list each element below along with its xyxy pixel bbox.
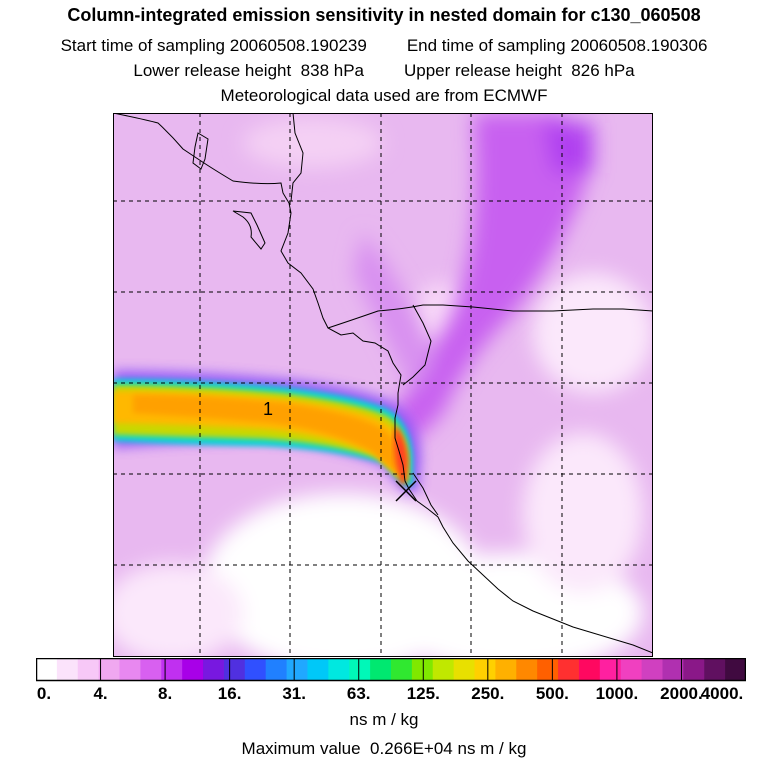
lower-height-label: Lower release height xyxy=(133,61,292,80)
coastlines xyxy=(113,113,653,654)
met-data-note: Meteorological data used are from ECMWF xyxy=(220,86,548,105)
color-scale-cell xyxy=(140,658,162,681)
end-time: End time of sampling 20060508.190306 xyxy=(407,36,708,56)
color-scale-cell xyxy=(599,658,622,681)
plume xyxy=(113,371,421,493)
end-time-value: 20060508.190306 xyxy=(570,36,708,55)
upper-height-value: 826 hPa xyxy=(571,61,635,80)
color-scale-tick-label: 63. xyxy=(346,684,371,703)
start-time-label: Start time of sampling xyxy=(60,36,225,55)
color-scale-cell xyxy=(307,658,329,681)
start-time-value: 20060508.190239 xyxy=(229,36,367,55)
color-scale-cell xyxy=(662,658,684,681)
upper-height: Upper release height 826 hPa xyxy=(404,61,635,81)
color-scale-cell xyxy=(36,658,58,681)
color-scale-cell xyxy=(432,658,455,681)
color-scale-tick-label: 4000. xyxy=(700,684,744,703)
color-scale-cell xyxy=(370,658,392,681)
color-scale-cell xyxy=(704,658,726,681)
color-scale-cell xyxy=(391,658,413,681)
color-scale-tick-label: 1000. xyxy=(595,684,639,703)
color-scale-cell xyxy=(537,658,559,681)
color-scale-cell xyxy=(265,658,288,681)
color-scale-frame xyxy=(36,658,746,682)
color-scale-tick-label: 125. xyxy=(406,684,440,703)
lower-height: Lower release height 838 hPa xyxy=(133,61,364,81)
low-sensitivity-areas xyxy=(113,118,653,657)
sampling-times: Start time of sampling 20060508.190239 En… xyxy=(0,36,768,56)
color-scale-cell xyxy=(98,658,121,681)
color-scale-cell xyxy=(474,658,497,681)
page-title: Column-integrated emission sensitivity i… xyxy=(67,5,701,25)
color-scale-tick-label: 250. xyxy=(471,684,505,703)
color-scale-cell xyxy=(558,658,580,681)
plume-label: 1 xyxy=(263,399,273,419)
color-scale-tick-label: 16. xyxy=(217,684,242,703)
color-scale-cell xyxy=(182,658,204,681)
color-scale-cell xyxy=(349,658,371,681)
color-scale-cell xyxy=(203,658,225,681)
color-scale-cell xyxy=(495,658,517,681)
color-scale-cell xyxy=(683,658,705,681)
color-scale-cell xyxy=(119,658,142,681)
maximum-value: Maximum value 0.266E+04 ns m / kg xyxy=(0,739,768,759)
color-scale-cell xyxy=(578,658,601,681)
sensitivity-map: 1 xyxy=(113,113,653,657)
color-scale-cell xyxy=(77,658,100,681)
color-scale-tick-label: 500. xyxy=(535,684,569,703)
color-scale-cell xyxy=(244,658,267,681)
color-scale-bar xyxy=(36,658,746,682)
color-scale-cell xyxy=(56,658,79,681)
color-scale-cell xyxy=(641,658,664,681)
color-scale-tick-label: 8. xyxy=(157,684,173,703)
coastal-sensitivity-band xyxy=(353,113,593,443)
lat-lon-grid xyxy=(113,113,653,657)
max-value: 0.266E+04 ns m / kg xyxy=(370,739,527,758)
color-scale-tick-label: 0. xyxy=(36,684,52,703)
color-scale-tick-label: 31. xyxy=(282,684,306,703)
color-scale-cell xyxy=(411,658,434,681)
start-time: Start time of sampling 20060508.190239 xyxy=(61,36,367,56)
color-scale-cell xyxy=(328,658,350,681)
release-point-x-icon xyxy=(395,480,417,502)
color-scale-tick-label: 2000. xyxy=(660,684,703,703)
color-scale-cell xyxy=(516,658,538,681)
map-frame xyxy=(113,113,653,657)
end-time-label: End time of sampling xyxy=(406,36,566,55)
max-label: Maximum value xyxy=(241,739,361,758)
color-scale-cell xyxy=(725,658,746,681)
color-scale-cell xyxy=(453,658,476,681)
upper-height-label: Upper release height xyxy=(404,61,562,80)
color-scale-cell xyxy=(223,658,246,681)
color-scale-cell xyxy=(620,658,643,681)
units-label: ns m / kg xyxy=(349,710,419,729)
color-scale-cell xyxy=(286,658,309,681)
color-scale-cell xyxy=(161,658,183,681)
lower-height-value: 838 hPa xyxy=(300,61,364,80)
color-scale-tick-label: 4. xyxy=(93,684,108,703)
release-heights: Lower release height 838 hPa Upper releas… xyxy=(0,61,768,81)
